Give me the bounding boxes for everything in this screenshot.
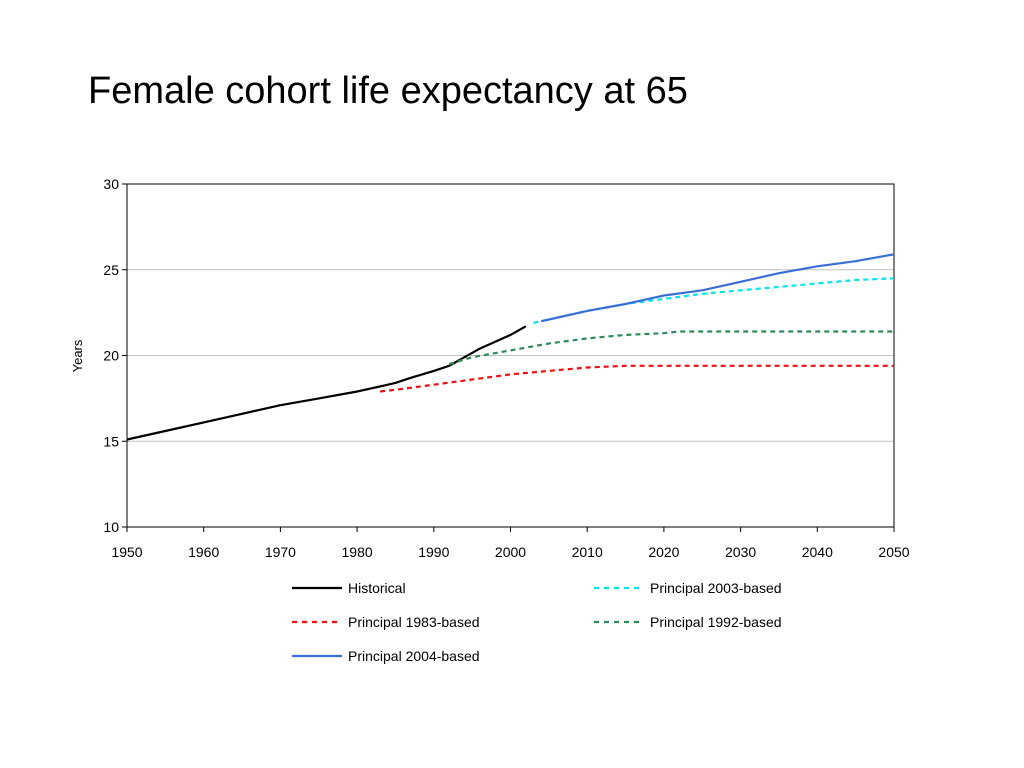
series-line-3 <box>448 330 894 366</box>
legend-item-1: Principal 2003-based <box>594 580 782 596</box>
series-line-2 <box>379 364 894 393</box>
x-tick-label-1990: 1990 <box>418 544 449 560</box>
series-line-1 <box>533 277 895 324</box>
series-line-4 <box>540 253 895 323</box>
legend-label-0: Historical <box>348 580 406 596</box>
x-tick-label-1970: 1970 <box>265 544 296 560</box>
legend-label-2: Principal 1983-based <box>348 614 480 630</box>
x-tick-label-1960: 1960 <box>188 544 219 560</box>
legend: Historical Principal 2003-based Principal … <box>292 580 782 664</box>
legend-label-1: Principal 2003-based <box>650 580 782 596</box>
x-tick-label-2020: 2020 <box>648 544 679 560</box>
slide-title: Female cohort life expectancy at 65 <box>88 70 688 112</box>
legend-label-3: Principal 1992-based <box>650 614 782 630</box>
y-tick-label-25: 25 <box>103 262 119 278</box>
x-tick-label-2000: 2000 <box>495 544 526 560</box>
legend-label-4: Principal 2004-based <box>348 648 480 664</box>
x-tick-label-1950: 1950 <box>111 544 142 560</box>
series-line-0 <box>126 325 527 441</box>
legend-item-2: Principal 1983-based <box>292 614 480 630</box>
x-tick-label-2030: 2030 <box>725 544 756 560</box>
axes: 10 15 20 25 30 1950 1960 1970 1980 1990 2000 2010 20… <box>103 176 909 560</box>
y-tick-label-30: 30 <box>103 176 119 192</box>
x-tick-label-2050: 2050 <box>878 544 909 560</box>
gridlines <box>127 183 894 442</box>
y-tick-label-10: 10 <box>103 519 119 535</box>
legend-item-4: Principal 2004-based <box>292 648 480 664</box>
x-tick-label-2040: 2040 <box>802 544 833 560</box>
y-tick-label-20: 20 <box>103 348 119 364</box>
x-tick-label-1980: 1980 <box>342 544 373 560</box>
y-tick-label-15: 15 <box>103 433 119 449</box>
series-lines <box>126 253 895 441</box>
legend-item-3: Principal 1992-based <box>594 614 782 630</box>
y-axis-label: Years <box>70 339 85 372</box>
x-tick-label-2010: 2010 <box>572 544 603 560</box>
legend-item-0: Historical <box>292 580 406 596</box>
